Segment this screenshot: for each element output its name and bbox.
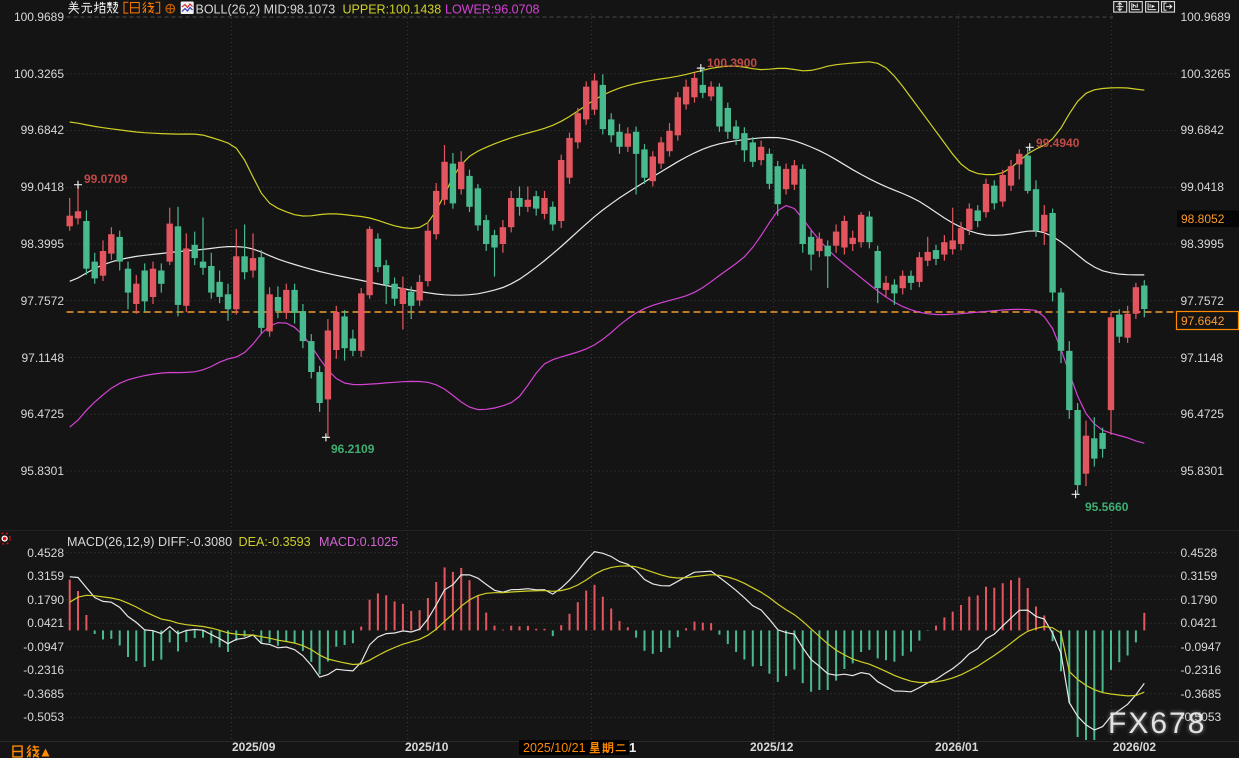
svg-text:-0.0947: -0.0947 — [23, 640, 64, 654]
svg-text:97.6642: 97.6642 — [1181, 314, 1225, 328]
svg-text:MACD:0.1025: MACD:0.1025 — [319, 535, 398, 549]
svg-text:99.6842: 99.6842 — [1181, 123, 1225, 137]
svg-text:DEA:-0.3593: DEA:-0.3593 — [239, 535, 311, 549]
svg-text:100.3265: 100.3265 — [14, 67, 64, 81]
svg-text:1: 1 — [629, 740, 636, 755]
svg-text:MACD(26,12,9) DIFF:-0.3080: MACD(26,12,9) DIFF:-0.3080 — [67, 535, 232, 549]
svg-text:-0.2316: -0.2316 — [23, 663, 64, 677]
svg-text:-0.3685: -0.3685 — [1181, 687, 1222, 701]
svg-text:0.3159: 0.3159 — [27, 569, 64, 583]
svg-text:UPPER:100.1438: UPPER:100.1438 — [343, 3, 442, 17]
svg-text:FX678: FX678 — [1108, 707, 1206, 740]
svg-text:0.4528: 0.4528 — [1181, 546, 1218, 560]
svg-text:2025/09: 2025/09 — [232, 740, 276, 754]
svg-text:-0.5053: -0.5053 — [1181, 710, 1222, 724]
svg-text:0.1790: 0.1790 — [27, 593, 64, 607]
svg-text:-0.0947: -0.0947 — [1181, 640, 1222, 654]
svg-text:0.1790: 0.1790 — [1181, 593, 1218, 607]
svg-text:0.4528: 0.4528 — [27, 546, 64, 560]
svg-text:97.7572: 97.7572 — [21, 294, 65, 308]
svg-text:95.5660: 95.5660 — [1085, 500, 1129, 514]
svg-text:100.3265: 100.3265 — [1181, 67, 1231, 81]
svg-text:BOLL(26,2) MID:98.1073: BOLL(26,2) MID:98.1073 — [196, 3, 336, 17]
svg-text:2025/12: 2025/12 — [750, 740, 794, 754]
svg-text:2026/02: 2026/02 — [1113, 740, 1157, 754]
svg-text:0.0421: 0.0421 — [27, 616, 64, 630]
svg-text:96.4725: 96.4725 — [21, 407, 65, 421]
svg-text:99.0709: 99.0709 — [84, 172, 128, 186]
svg-text:96.4725: 96.4725 — [1181, 407, 1225, 421]
svg-text:100.9689: 100.9689 — [1181, 10, 1231, 24]
svg-text:2026/01: 2026/01 — [935, 740, 979, 754]
svg-text:-0.3685: -0.3685 — [23, 687, 64, 701]
svg-text:97.1148: 97.1148 — [22, 351, 65, 365]
svg-text:98.3995: 98.3995 — [1181, 237, 1225, 251]
svg-text:97.1148: 97.1148 — [1181, 351, 1224, 365]
svg-text:-0.2316: -0.2316 — [1181, 663, 1222, 677]
svg-text:0.0421: 0.0421 — [1181, 616, 1218, 630]
svg-text:100.9689: 100.9689 — [14, 10, 64, 24]
svg-text:-0.5053: -0.5053 — [23, 710, 64, 724]
svg-text:99.0418: 99.0418 — [21, 180, 65, 194]
svg-text:97.7572: 97.7572 — [1181, 294, 1225, 308]
svg-text:LOWER:96.0708: LOWER:96.0708 — [445, 3, 540, 17]
svg-text:99.0418: 99.0418 — [1181, 180, 1225, 194]
svg-text:100.3900: 100.3900 — [707, 56, 757, 70]
svg-text:95.8301: 95.8301 — [1181, 464, 1225, 478]
svg-text:0.3159: 0.3159 — [1181, 569, 1218, 583]
svg-text:95.8301: 95.8301 — [21, 464, 65, 478]
svg-text:98.3995: 98.3995 — [21, 237, 65, 251]
svg-text:99.4940: 99.4940 — [1036, 136, 1080, 150]
svg-text:98.8052: 98.8052 — [1181, 212, 1225, 226]
svg-text:2025/10/21: 2025/10/21 — [523, 741, 586, 755]
svg-text:99.6842: 99.6842 — [21, 123, 65, 137]
svg-text:96.2109: 96.2109 — [331, 442, 375, 456]
svg-text:2025/10: 2025/10 — [405, 740, 449, 754]
